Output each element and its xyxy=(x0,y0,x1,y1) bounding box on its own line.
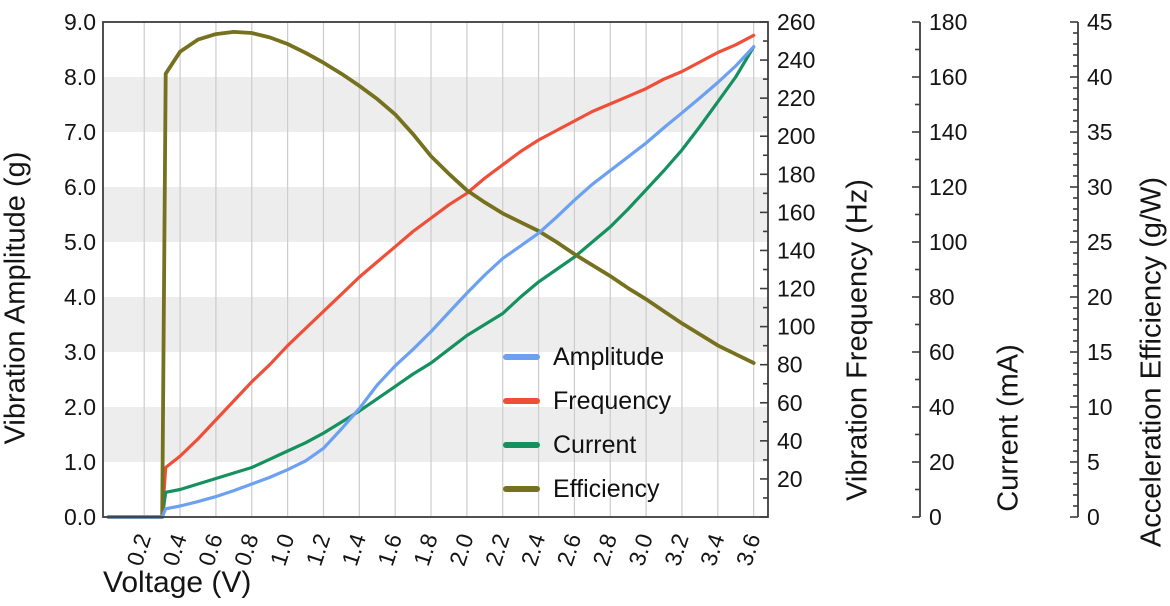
frequency-axis-label: 140 xyxy=(777,237,815,263)
series-line-efficiency xyxy=(106,29,756,519)
efficiency-axis: 0 5 10 15 20 25 30 35 40 45 xyxy=(1070,9,1113,530)
x-tick-label: 2.8 xyxy=(587,531,622,569)
frequency-axis-label: 20 xyxy=(777,466,803,492)
legend-swatch-current xyxy=(503,442,540,448)
y-axis-title-amplitude: Vibration Amplitude (g) xyxy=(0,151,32,445)
x-tick-label: 0.6 xyxy=(193,531,228,569)
efficiency-axis-label: 10 xyxy=(1087,394,1113,420)
efficiency-axis-label: 25 xyxy=(1087,229,1113,255)
x-tick-label: 2.4 xyxy=(516,530,551,569)
amplitude-tick-label: 1.0 xyxy=(64,449,96,475)
x-tick-label: 3.4 xyxy=(695,530,730,569)
y-axis-title-efficiency: Acceleration Efficiency (g/W) xyxy=(1135,176,1168,548)
series-line-current xyxy=(106,45,756,519)
x-tick-label: 3.6 xyxy=(731,531,766,569)
amplitude-tick-label: 5.0 xyxy=(64,229,96,255)
amplitude-tick-label: 8.0 xyxy=(64,64,96,90)
x-tick-label: 1.8 xyxy=(408,531,443,569)
x-tick-label: 0.2 xyxy=(121,531,156,569)
amplitude-tick-label: 7.0 xyxy=(64,119,96,145)
legend-item-amplitude: Amplitude xyxy=(503,342,664,372)
series-line-amplitude xyxy=(106,45,756,519)
amplitude-tick-label: 4.0 xyxy=(64,284,96,310)
frequency-axis-label: 100 xyxy=(777,314,815,340)
legend-swatch-frequency xyxy=(503,398,540,404)
current-axis-label: 160 xyxy=(929,64,967,90)
y-axis-title-current: Current (mA) xyxy=(992,344,1025,512)
current-axis-label: 120 xyxy=(929,174,967,200)
legend-item-frequency: Frequency xyxy=(503,386,671,416)
x-tick-label: 2.6 xyxy=(552,531,587,569)
legend-item-efficiency: Efficiency xyxy=(503,474,660,504)
legend-label-frequency: Frequency xyxy=(553,386,672,415)
x-tick-label: 3.2 xyxy=(659,531,694,569)
frequency-axis-label: 160 xyxy=(777,199,815,225)
x-tick-label: 1.4 xyxy=(336,530,371,569)
shade-band xyxy=(103,407,768,462)
current-axis-label: 0 xyxy=(929,504,942,530)
frequency-axis-label: 80 xyxy=(777,352,803,378)
current-axis-label: 140 xyxy=(929,119,967,145)
amplitude-tick-labels: 0.0 1.0 2.0 3.0 4.0 5.0 6.0 7.0 8.0 9.0 xyxy=(64,9,96,530)
y-axis-title-frequency: Vibration Frequency (Hz) xyxy=(841,179,874,501)
efficiency-axis-label: 20 xyxy=(1087,284,1113,310)
frequency-axis-label: 40 xyxy=(777,428,803,454)
legend-label-efficiency: Efficiency xyxy=(553,474,660,503)
efficiency-axis-label: 5 xyxy=(1087,449,1100,475)
legend-swatch-amplitude xyxy=(503,354,540,360)
current-axis-label: 100 xyxy=(929,229,967,255)
current-axis: 0 20 40 60 80 100 120 140 160 180 xyxy=(912,9,967,530)
frequency-axis-label: 200 xyxy=(777,123,815,149)
efficiency-axis-label: 30 xyxy=(1087,174,1113,200)
x-tick-label: 0.4 xyxy=(157,530,192,569)
current-axis-label: 180 xyxy=(929,9,967,35)
efficiency-axis-label: 35 xyxy=(1087,119,1113,145)
x-axis-title: Voltage (V) xyxy=(103,566,252,599)
amplitude-tick-label: 3.0 xyxy=(64,339,96,365)
legend-item-current: Current xyxy=(503,430,636,460)
current-axis-label: 40 xyxy=(929,394,955,420)
current-axis-label: 60 xyxy=(929,339,955,365)
legend-swatch-efficiency xyxy=(503,486,540,492)
series-lines xyxy=(106,29,756,519)
efficiency-axis-label: 0 xyxy=(1087,504,1100,530)
frequency-axis-label: 60 xyxy=(777,390,803,416)
frequency-axis-label: 120 xyxy=(777,276,815,302)
amplitude-tick-label: 2.0 xyxy=(64,394,96,420)
legend-label-current: Current xyxy=(553,430,637,459)
x-tick-labels: 0.2 0.4 0.6 0.8 1.0 1.2 1.4 1.6 1.8 2.0 2.2 2.4 2.6 2… xyxy=(121,530,765,569)
efficiency-axis-label: 40 xyxy=(1087,64,1113,90)
x-tick-label: 1.6 xyxy=(372,531,407,569)
frequency-axis: 20 40 60 80 100 120 140 160 180 200 220 240 260 xyxy=(760,9,815,518)
frequency-axis-label: 220 xyxy=(777,85,815,111)
series-line-frequency xyxy=(106,33,756,519)
current-axis-label: 80 xyxy=(929,284,955,310)
frequency-axis-label: 260 xyxy=(777,9,815,35)
x-tick-label: 2.2 xyxy=(480,531,515,569)
efficiency-axis-label: 15 xyxy=(1087,339,1113,365)
frequency-axis-label: 180 xyxy=(777,161,815,187)
efficiency-axis-label: 45 xyxy=(1087,9,1113,35)
x-tick-label: 1.2 xyxy=(301,531,336,569)
current-axis-label: 20 xyxy=(929,449,955,475)
shade-band xyxy=(103,77,768,132)
gridline-group xyxy=(143,22,755,517)
x-tick-label: 1.0 xyxy=(265,531,300,569)
x-tick-label: 2.0 xyxy=(444,531,479,569)
amplitude-tick-label: 0.0 xyxy=(64,504,96,530)
x-tick-label: 0.8 xyxy=(229,531,264,569)
frequency-axis-label: 240 xyxy=(777,47,815,73)
amplitude-tick-label: 6.0 xyxy=(64,174,96,200)
legend-label-amplitude: Amplitude xyxy=(553,342,665,371)
amplitude-tick-label: 9.0 xyxy=(64,9,96,35)
x-tick-label: 3.0 xyxy=(623,531,658,569)
